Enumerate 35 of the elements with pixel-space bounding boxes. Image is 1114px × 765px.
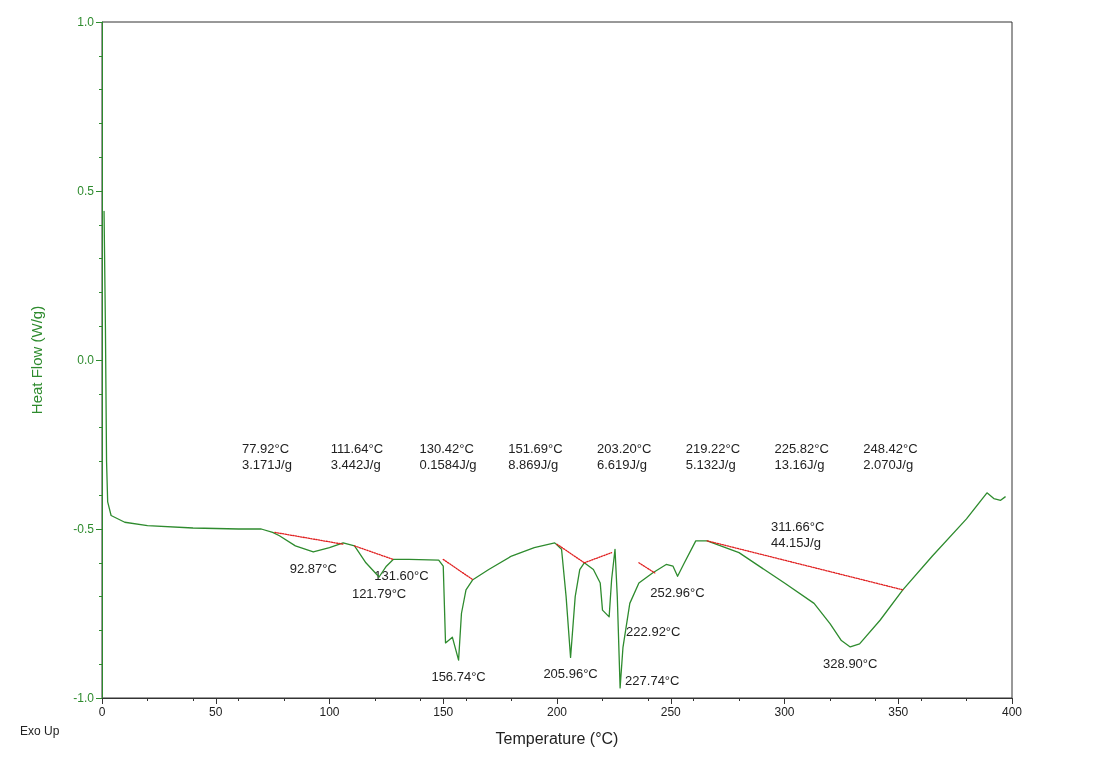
annotation: 222.92°C — [626, 623, 681, 639]
x-tick-label: 400 — [1001, 705, 1023, 719]
annotation: 311.66°C 44.15J/g — [771, 519, 825, 551]
annotation: 131.60°C — [374, 568, 429, 584]
y-tick-label: -0.5 — [73, 522, 95, 536]
annotation: 77.92°C 3.171J/g — [242, 440, 292, 472]
x-tick-label: 250 — [660, 705, 682, 719]
y-tick-label: -1.0 — [73, 691, 95, 705]
y-axis-title: Heat Flow (W/g) — [28, 305, 45, 415]
annotation: 328.90°C — [823, 655, 878, 671]
x-tick-label: 350 — [888, 705, 909, 719]
annotation: 121.79°C — [351, 586, 407, 601]
annotation: 225.82°C 13.16J/g — [774, 440, 829, 472]
annotation: 156.74°C — [431, 669, 486, 685]
annotation: 130.42°C 0.1584J/g — [419, 440, 477, 472]
x-tick-label: 300 — [774, 705, 795, 719]
annotation: 248.42°C 2.070J/g — [863, 440, 918, 472]
x-tick-label: 50 — [209, 705, 223, 719]
annotation: 111.64°C 3.442J/g — [330, 440, 384, 472]
x-tick-label: 150 — [433, 705, 454, 719]
annotation: 92.87°C — [289, 560, 337, 576]
y-tick-label: 0.5 — [77, 184, 95, 198]
annotation: 205.96°C — [543, 666, 598, 682]
annotation: 252.96°C — [650, 585, 705, 601]
annotation: 203.20°C 6.619J/g — [597, 440, 652, 472]
annotation: 227.74°C — [625, 672, 680, 688]
annotation: 151.69°C 8.869J/g — [508, 440, 563, 472]
x-axis-title: Temperature (°C) — [495, 729, 619, 747]
annotation: 219.22°C 5.132J/g — [685, 440, 741, 472]
x-tick-label: 0 — [98, 705, 106, 719]
text: Exo Up — [20, 724, 60, 738]
x-tick-label: 200 — [546, 705, 568, 719]
x-tick-label: 100 — [319, 705, 340, 719]
y-tick-label: 0.0 — [77, 353, 95, 367]
y-tick-label: 1.0 — [77, 15, 95, 29]
